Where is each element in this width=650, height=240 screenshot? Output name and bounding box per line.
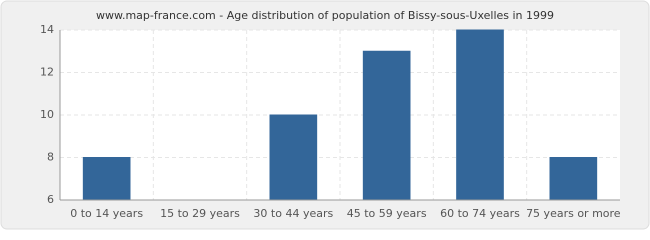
x-tick-label: 0 to 14 years bbox=[70, 207, 143, 220]
chart-title: www.map-france.com - Age distribution of… bbox=[96, 9, 554, 22]
y-tick-label: 12 bbox=[40, 66, 54, 79]
bar bbox=[456, 29, 504, 201]
x-tick-label: 15 to 29 years bbox=[160, 207, 240, 220]
y-tick-label: 10 bbox=[40, 108, 54, 121]
x-tick-label: 45 to 59 years bbox=[347, 207, 427, 220]
x-tick-label: 30 to 44 years bbox=[253, 207, 333, 220]
y-tick-label: 14 bbox=[40, 23, 54, 36]
y-tick-label: 8 bbox=[47, 151, 54, 164]
x-tick-label: 75 years or more bbox=[526, 207, 621, 220]
chart: www.map-france.com - Age distribution of… bbox=[0, 0, 650, 230]
bar bbox=[82, 157, 131, 201]
bar bbox=[269, 114, 318, 201]
y-tick-label: 6 bbox=[47, 193, 54, 206]
bar bbox=[549, 157, 598, 201]
bar bbox=[362, 50, 411, 201]
x-tick-label: 60 to 74 years bbox=[440, 207, 520, 220]
